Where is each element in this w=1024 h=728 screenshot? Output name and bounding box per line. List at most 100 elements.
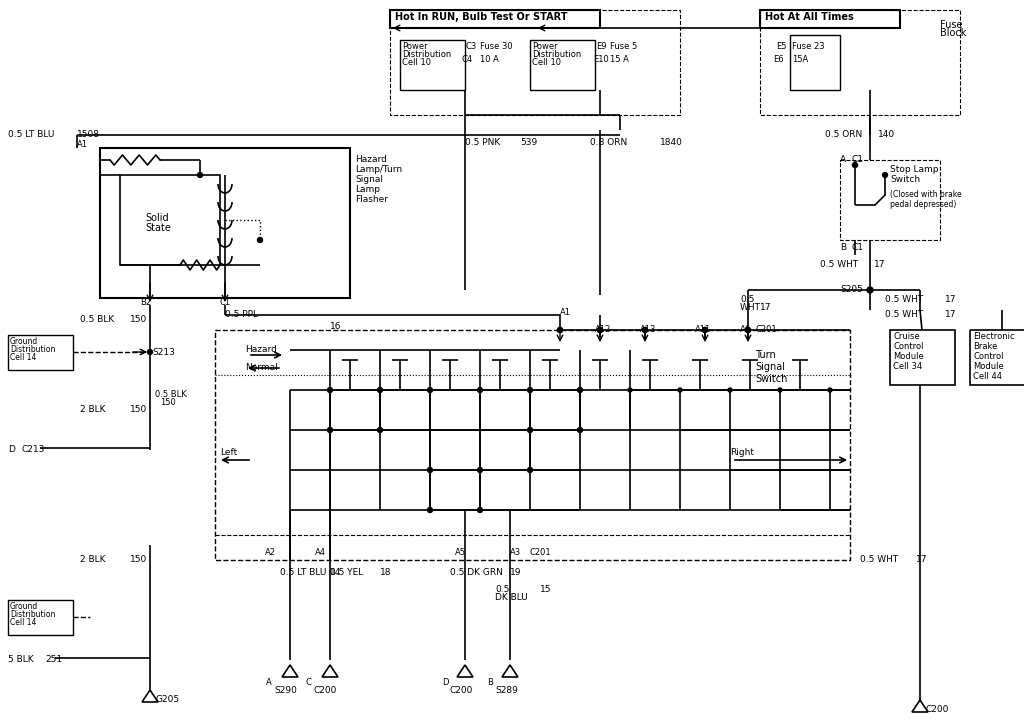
Circle shape: [477, 467, 482, 472]
Text: 251: 251: [45, 655, 62, 664]
Circle shape: [378, 427, 383, 432]
Text: C1: C1: [851, 243, 863, 252]
Text: D: D: [8, 445, 15, 454]
Text: C: C: [306, 678, 312, 687]
Text: 0.5 PPL: 0.5 PPL: [225, 310, 258, 319]
Text: A3: A3: [510, 548, 521, 557]
Text: Solid: Solid: [145, 213, 169, 223]
Circle shape: [477, 387, 482, 392]
Text: 150: 150: [130, 405, 147, 414]
Text: Distribution: Distribution: [402, 50, 452, 59]
Circle shape: [527, 467, 532, 472]
Text: Distribution: Distribution: [532, 50, 582, 59]
Text: 10 A: 10 A: [480, 55, 499, 64]
Text: Cell 14: Cell 14: [10, 353, 37, 362]
Text: Hot At All Times: Hot At All Times: [765, 12, 854, 22]
Text: 0.8 ORN: 0.8 ORN: [590, 138, 628, 147]
Text: C1: C1: [220, 298, 231, 307]
Bar: [390, 10, 600, 28]
Text: Fuse: Fuse: [940, 20, 963, 30]
Bar: [530, 40, 595, 90]
Circle shape: [745, 328, 751, 333]
Text: E6: E6: [773, 55, 783, 64]
Text: A1: A1: [560, 308, 571, 317]
Text: 15A: 15A: [792, 55, 808, 64]
Circle shape: [728, 388, 732, 392]
Text: Ground: Ground: [10, 337, 38, 346]
Text: 14: 14: [330, 568, 341, 577]
Text: Hot In RUN, Bulb Test Or START: Hot In RUN, Bulb Test Or START: [395, 12, 567, 22]
Text: Control: Control: [973, 352, 1004, 361]
Text: Switch: Switch: [755, 374, 787, 384]
Bar: [100, 148, 350, 298]
Text: Signal: Signal: [755, 362, 785, 372]
Circle shape: [778, 388, 782, 392]
Text: 15 A: 15 A: [610, 55, 629, 64]
Text: Cell 10: Cell 10: [402, 58, 431, 67]
Circle shape: [642, 328, 647, 333]
Text: 0.5 BLK: 0.5 BLK: [80, 315, 115, 324]
Text: E10: E10: [593, 55, 608, 64]
Text: 19: 19: [510, 568, 521, 577]
Text: A11: A11: [695, 325, 712, 334]
Bar: [790, 35, 840, 90]
Circle shape: [257, 237, 262, 242]
Text: 17: 17: [874, 260, 886, 269]
Circle shape: [702, 328, 708, 333]
Text: Fuse 5: Fuse 5: [610, 42, 637, 51]
Text: S205: S205: [840, 285, 863, 294]
Text: 0.5: 0.5: [495, 585, 509, 594]
Bar: [8, 335, 73, 370]
Text: B2: B2: [140, 298, 152, 307]
Circle shape: [678, 388, 682, 392]
Text: Stop Lamp: Stop Lamp: [890, 165, 939, 174]
Text: 0.5 WHT: 0.5 WHT: [820, 260, 858, 269]
Circle shape: [853, 162, 857, 167]
Text: 539: 539: [520, 138, 538, 147]
Text: 0.5 YEL: 0.5 YEL: [330, 568, 364, 577]
Text: 15: 15: [540, 585, 552, 594]
Text: C213: C213: [22, 445, 45, 454]
Text: 0.5 LT BLU: 0.5 LT BLU: [280, 568, 327, 577]
Text: 0.5 WHT: 0.5 WHT: [885, 295, 924, 304]
Text: 150: 150: [130, 315, 147, 324]
Bar: [120, 175, 220, 265]
Text: Cell 44: Cell 44: [973, 372, 1002, 381]
Text: A: A: [840, 155, 846, 164]
Text: S289: S289: [495, 686, 518, 695]
Text: 17: 17: [916, 555, 928, 564]
Bar: [760, 10, 900, 28]
Text: WHT: WHT: [740, 303, 761, 312]
Text: Cell 34: Cell 34: [893, 362, 923, 371]
Bar: [8, 600, 73, 635]
Circle shape: [427, 387, 432, 392]
Text: S290: S290: [274, 686, 297, 695]
Circle shape: [597, 328, 602, 333]
Text: 150: 150: [130, 555, 147, 564]
Circle shape: [628, 388, 632, 392]
Circle shape: [557, 328, 562, 333]
Circle shape: [578, 387, 583, 392]
Circle shape: [427, 467, 432, 472]
Text: Cell 10: Cell 10: [532, 58, 561, 67]
Text: State: State: [145, 223, 171, 233]
Circle shape: [378, 387, 383, 392]
Circle shape: [828, 388, 831, 392]
Text: Hazard: Hazard: [245, 345, 276, 354]
Text: A: A: [266, 678, 271, 687]
Text: Distribution: Distribution: [10, 345, 55, 354]
Circle shape: [198, 173, 203, 178]
Text: Ground: Ground: [10, 602, 38, 611]
Text: Power: Power: [402, 42, 428, 51]
Text: A13: A13: [640, 325, 656, 334]
Text: E5: E5: [776, 42, 786, 51]
Text: C1: C1: [851, 155, 863, 164]
Text: B: B: [487, 678, 493, 687]
Text: Right: Right: [730, 448, 754, 457]
Bar: [970, 330, 1024, 385]
Text: Signal: Signal: [355, 175, 383, 184]
Text: 0.5 BLK: 0.5 BLK: [155, 390, 186, 399]
Circle shape: [477, 507, 482, 513]
Text: Flasher: Flasher: [355, 195, 388, 204]
Circle shape: [557, 328, 562, 333]
